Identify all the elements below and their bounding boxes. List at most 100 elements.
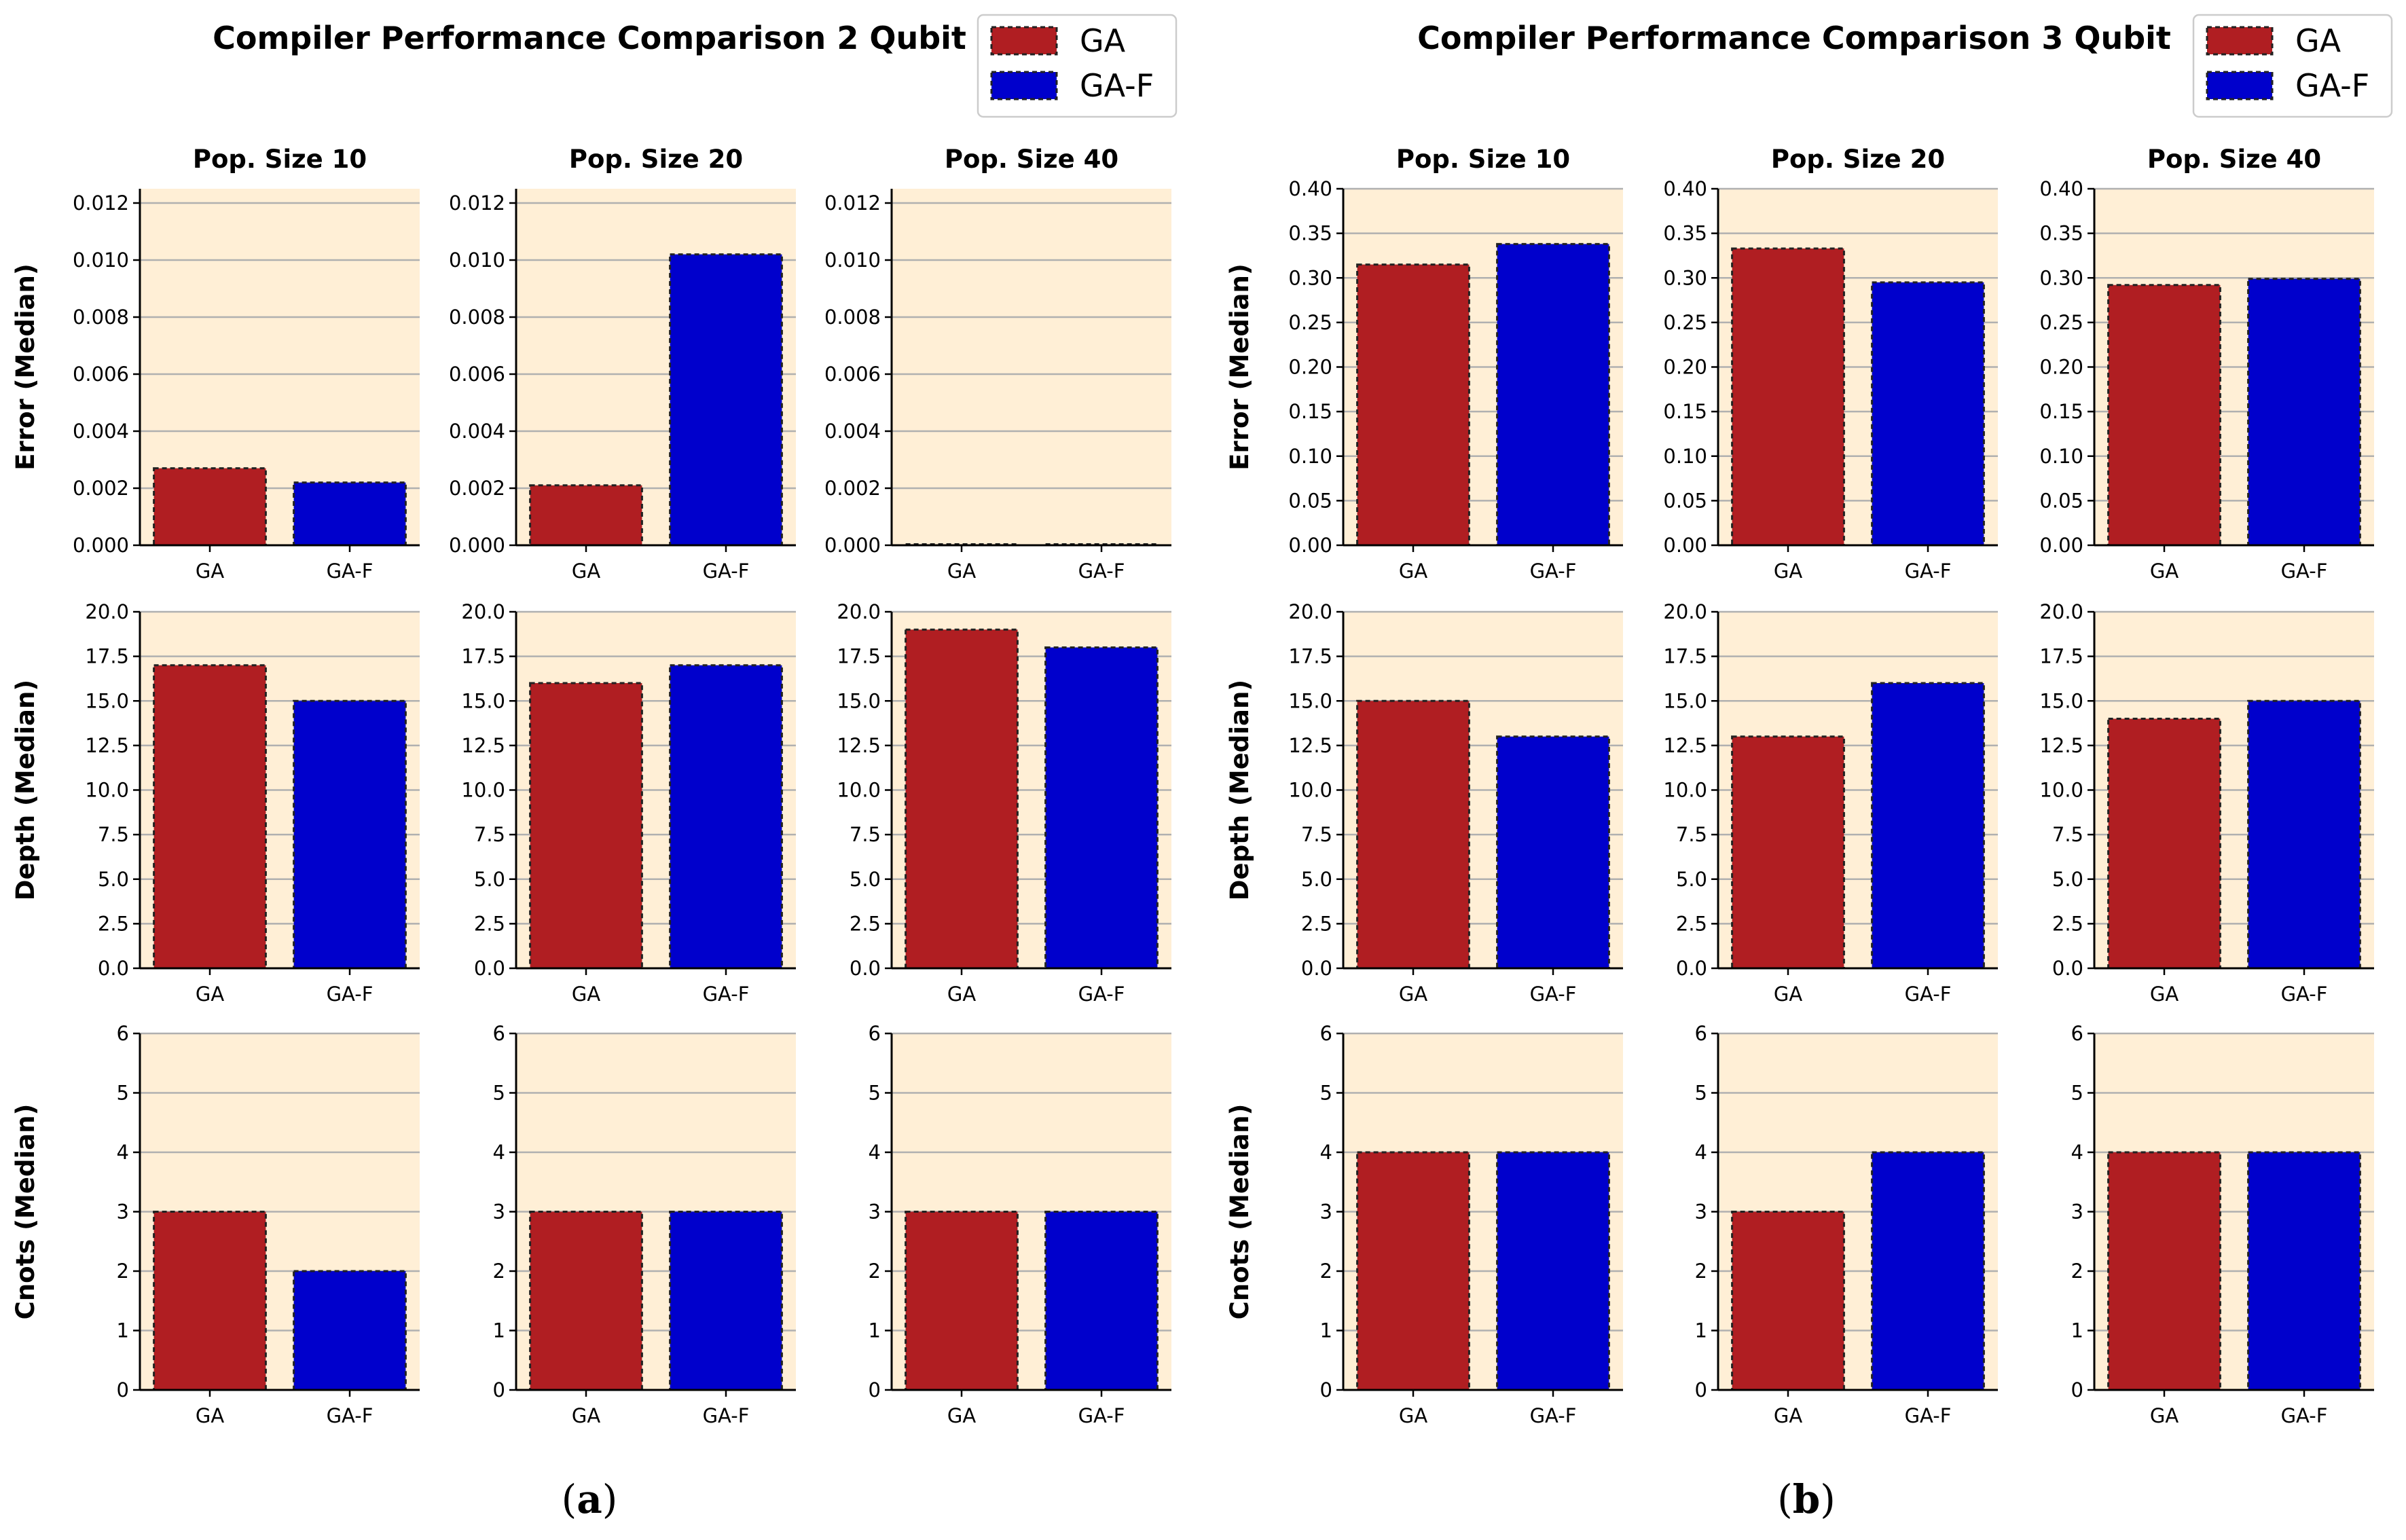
subplot: 0.0 2.5 5.0 7.5 10.0 12.5 15.0 17.5 20.0 GA GA-F	[2039, 600, 2374, 1006]
bar-ga	[1731, 247, 1845, 547]
y-tick-label: 2	[2071, 1260, 2083, 1283]
legend: GA GA-F	[2192, 14, 2393, 118]
subplot-title: Pop. Size 40	[2147, 145, 2321, 174]
y-tick-label: 2	[117, 1260, 129, 1283]
x-tick-label: GA-F	[1078, 1404, 1125, 1427]
y-tick-label: 2.5	[474, 912, 505, 935]
y-tick-label: 1	[493, 1319, 505, 1342]
x-tick-label: GA-F	[1905, 1404, 1952, 1427]
y-axis-label: Error (Median)	[1225, 263, 1254, 471]
y-tick-label: 0	[1695, 1378, 1707, 1401]
y-tick-label: 7.5	[2052, 823, 2083, 846]
y-tick-label: 0.40	[1288, 177, 1332, 200]
y-tick-label: 6	[1320, 1022, 1332, 1045]
subplot: 0.00 0.05 0.10 0.15 0.20 0.25 0.30 0.35 0.40 GA GA…	[1663, 177, 1998, 583]
y-tick-label: 0.00	[2039, 534, 2083, 557]
x-tick-label: GA	[572, 1404, 600, 1427]
y-tick-label: 10.0	[85, 779, 129, 802]
y-tick-label: 0.35	[1663, 222, 1707, 245]
y-tick-label: 0.0	[2052, 957, 2083, 980]
y-tick-label: 7.5	[1676, 823, 1707, 846]
x-tick-label: GA	[2150, 560, 2179, 583]
y-tick-label: 10.0	[1663, 779, 1707, 802]
y-tick-label: 17.5	[1288, 645, 1332, 668]
y-tick-label: 3	[1695, 1200, 1707, 1224]
chart-a: Compiler Performance Comparison 2 Qubit P…	[11, 14, 1178, 1522]
subplot: 0 1 2 3 4 5 6 GA GA-F	[1695, 1022, 1998, 1427]
y-tick-label: 1	[1320, 1319, 1332, 1342]
y-tick-label: 2	[493, 1260, 505, 1283]
y-tick-label: 20.0	[461, 600, 505, 623]
bar-ga-f	[1044, 646, 1159, 970]
y-tick-label: 0.006	[73, 363, 129, 386]
x-tick-label: GA-F	[327, 560, 373, 583]
legend-swatch-ga-f	[2206, 71, 2274, 100]
y-tick-label: 5	[2071, 1082, 2083, 1105]
bar-ga	[529, 484, 643, 547]
y-tick-label: 0.05	[2039, 489, 2083, 512]
y-tick-label: 17.5	[1663, 645, 1707, 668]
subplot: 0.00 0.05 0.10 0.15 0.20 0.25 0.30 0.35 0.40 GA GA…	[2039, 177, 2374, 583]
x-tick-label: GA-F	[703, 560, 750, 583]
y-tick-label: 12.5	[1663, 734, 1707, 757]
y-tick-label: 1	[1695, 1319, 1707, 1342]
y-tick-label: 0.000	[449, 534, 505, 557]
bar-ga	[2107, 1151, 2221, 1391]
caption-letter: a	[577, 1476, 602, 1522]
y-tick-label: 0.20	[2039, 356, 2083, 379]
bar-ga-f	[669, 1211, 783, 1391]
bar-ga	[905, 1211, 1019, 1391]
y-tick-label: 0.010	[824, 249, 881, 272]
y-tick-label: 6	[1695, 1022, 1707, 1045]
y-tick-label: 3	[1320, 1200, 1332, 1224]
y-tick-label: 0.0	[850, 957, 881, 980]
x-tick-label: GA	[947, 983, 976, 1006]
x-tick-label: GA	[1774, 560, 1802, 583]
y-tick-label: 2	[1320, 1260, 1332, 1283]
x-tick-label: GA-F	[1905, 983, 1952, 1006]
subplot-title: Pop. Size 20	[569, 145, 743, 174]
y-tick-label: 0.012	[449, 191, 505, 215]
y-tick-label: 0.30	[1663, 266, 1707, 289]
y-tick-label: 5	[869, 1082, 881, 1105]
y-tick-label: 0.006	[449, 363, 505, 386]
y-tick-label: 0.25	[1288, 311, 1332, 334]
y-tick-label: 0.35	[1288, 222, 1332, 245]
y-tick-label: 0.25	[2039, 311, 2083, 334]
subplot: 0.0 2.5 5.0 7.5 10.0 12.5 15.0 17.5 20.0 GA GA-F	[1663, 600, 1998, 1006]
x-tick-label: GA-F	[327, 983, 373, 1006]
y-tick-label: 0.004	[73, 420, 129, 443]
y-tick-label: 17.5	[2039, 645, 2083, 668]
y-tick-label: 2.5	[1676, 912, 1707, 935]
x-tick-label: GA	[2150, 1404, 2179, 1427]
y-tick-label: 3	[117, 1200, 129, 1224]
y-tick-label: 3	[493, 1200, 505, 1224]
subplot: 0.0 2.5 5.0 7.5 10.0 12.5 15.0 17.5 20.0 GA GA-F	[837, 600, 1171, 1006]
subplot-title: Pop. Size 20	[1771, 145, 1945, 174]
x-tick-label: GA-F	[327, 1404, 373, 1427]
x-tick-label: GA	[196, 1404, 224, 1427]
y-tick-label: 0.008	[824, 306, 881, 329]
x-tick-label: GA	[1399, 983, 1427, 1006]
y-tick-label: 10.0	[837, 779, 881, 802]
y-tick-label: 7.5	[1301, 823, 1332, 846]
y-tick-label: 0.006	[824, 363, 881, 386]
y-tick-label: 0.15	[2039, 400, 2083, 423]
x-tick-label: GA-F	[2281, 1404, 2328, 1427]
y-tick-label: 6	[2071, 1022, 2083, 1045]
subplot: 0.000 0.002 0.004 0.006 0.008 0.010 0.012 GA GA-…	[824, 189, 1171, 583]
x-tick-label: GA-F	[703, 983, 750, 1006]
y-tick-label: 0.002	[824, 477, 881, 500]
y-tick-label: 7.5	[98, 823, 129, 846]
y-tick-label: 5.0	[2052, 868, 2083, 891]
subplot: 0.0 2.5 5.0 7.5 10.0 12.5 15.0 17.5 20.0 GA GA-F	[85, 600, 420, 1006]
y-tick-label: 0.00	[1288, 534, 1332, 557]
y-tick-label: 10.0	[461, 779, 505, 802]
chart-title: Compiler Performance Comparison 3 Qubit	[1417, 20, 2171, 56]
x-tick-label: GA-F	[1530, 983, 1577, 1006]
y-tick-label: 15.0	[1288, 689, 1332, 712]
y-tick-label: 20.0	[1288, 600, 1332, 623]
y-tick-label: 5	[1320, 1082, 1332, 1105]
y-tick-label: 15.0	[1663, 689, 1707, 712]
